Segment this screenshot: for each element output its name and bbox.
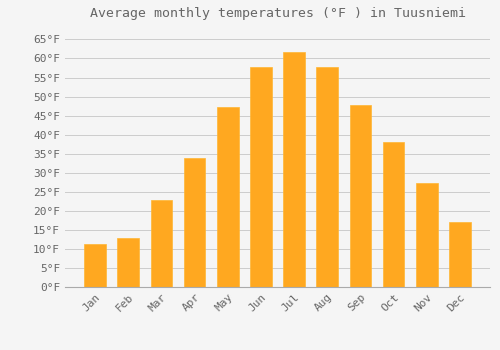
Title: Average monthly temperatures (°F ) in Tuusniemi: Average monthly temperatures (°F ) in Tu… xyxy=(90,7,466,20)
Bar xyxy=(150,200,172,287)
Bar xyxy=(383,142,404,287)
Bar xyxy=(217,107,238,287)
Bar xyxy=(284,52,305,287)
Bar xyxy=(449,222,470,287)
Bar xyxy=(416,183,438,287)
Bar xyxy=(118,238,139,287)
Bar xyxy=(84,244,106,287)
Bar xyxy=(316,67,338,287)
Bar xyxy=(184,158,206,287)
Bar xyxy=(350,105,371,287)
Bar xyxy=(250,67,272,287)
